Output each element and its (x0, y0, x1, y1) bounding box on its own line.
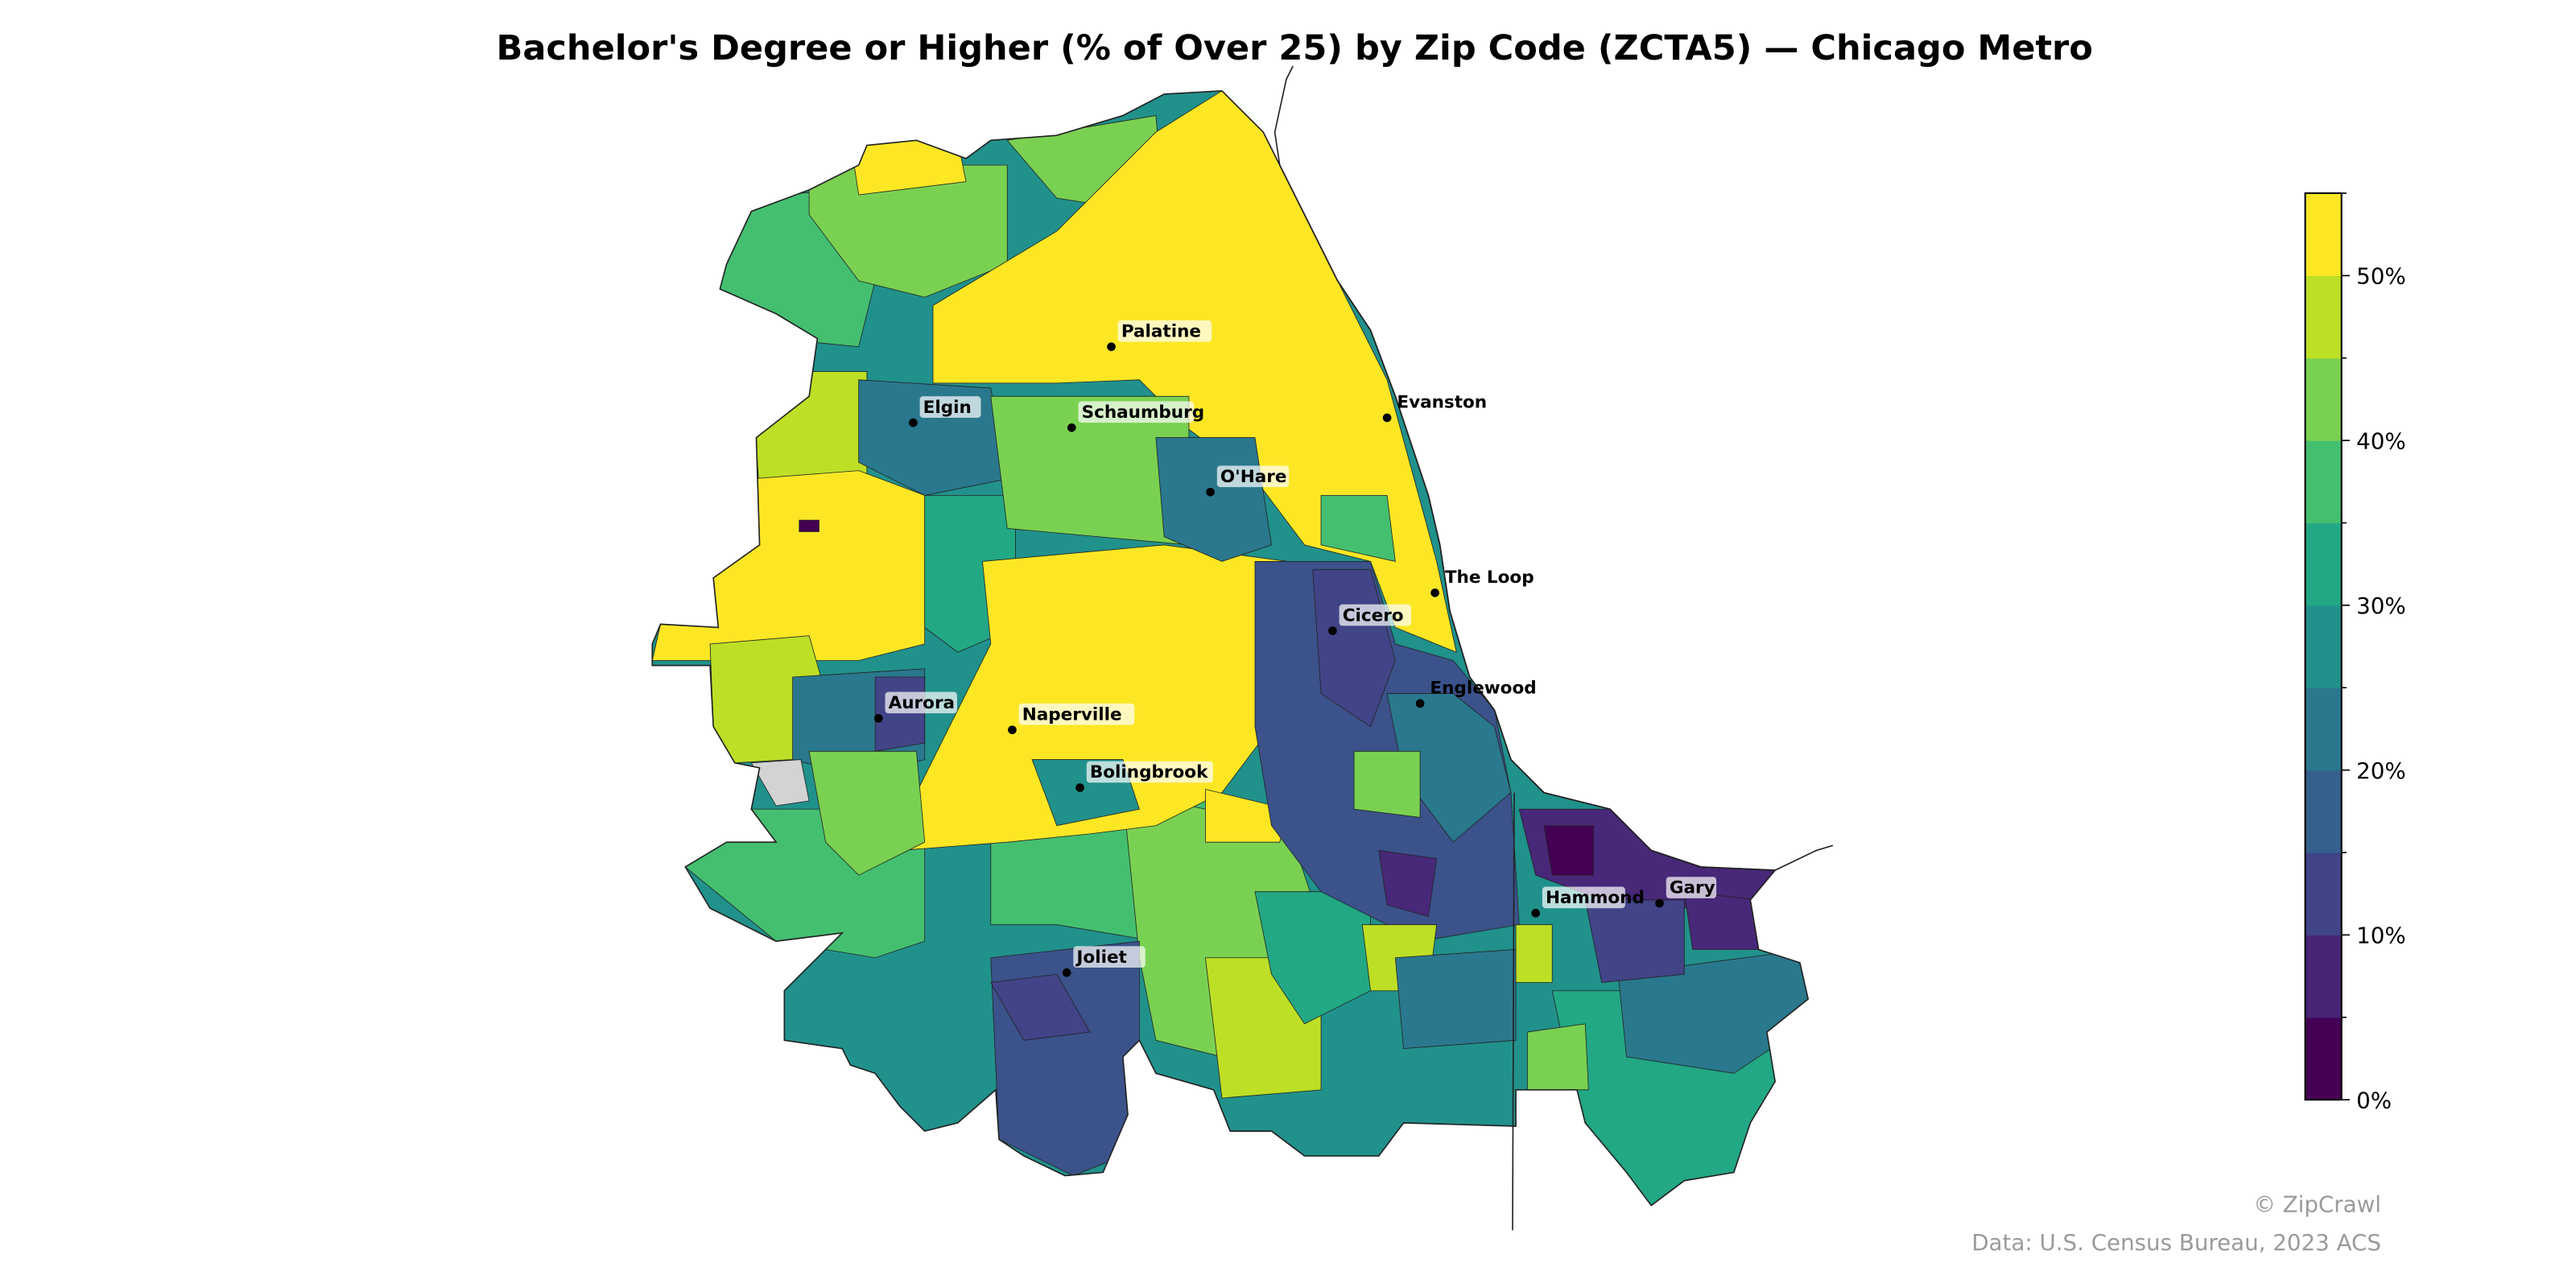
city-dot (1415, 699, 1425, 708)
colorbar-tick-label: 0% (2356, 1087, 2392, 1113)
city-label: O'Hare (1220, 467, 1287, 487)
lake-shoreline (1274, 65, 1834, 871)
colorbar-bin (2305, 522, 2342, 606)
colorbar-frame (2304, 192, 2343, 1101)
city-marker: Palatine (1107, 320, 1212, 352)
city-label: Evanston (1397, 393, 1487, 413)
zip-region[interactable] (652, 470, 926, 661)
city-marker: Bolingbrook (1075, 761, 1213, 792)
zip-region[interactable] (1515, 924, 1553, 983)
zip-region[interactable] (1378, 849, 1438, 917)
city-label: Schaumburg (1082, 402, 1205, 423)
city-dot (1067, 423, 1076, 432)
city-label: Bolingbrook (1090, 762, 1208, 782)
city-label: Aurora (889, 693, 956, 713)
city-label: Naperville (1022, 704, 1122, 724)
city-dot (1075, 783, 1084, 792)
zip-region[interactable] (1584, 899, 1685, 983)
city-marker: Gary (1655, 877, 1717, 908)
city-dot (1430, 588, 1439, 597)
copyright-text: © ZipCrawl (2253, 1191, 2381, 1218)
colorbar-bin (2305, 193, 2342, 276)
city-label: The Loop (1445, 568, 1534, 588)
zip-region[interactable] (808, 164, 1008, 298)
city-label-bg (1666, 877, 1717, 898)
zip-region[interactable] (1394, 949, 1517, 1050)
colorbar-bin (2305, 852, 2342, 936)
colorbar-bin (2305, 605, 2342, 688)
city-label-bg (1078, 401, 1195, 423)
city-label-bg (1018, 703, 1135, 725)
city-dot (1328, 626, 1337, 635)
city-marker: O'Hare (1206, 465, 1290, 497)
colorbar-tick-label: 40% (2356, 427, 2406, 454)
zip-region[interactable] (1543, 825, 1594, 876)
city-label-bg (919, 396, 981, 418)
colorbar-bin (2305, 770, 2342, 853)
colorbar-tick-label: 30% (2356, 592, 2406, 619)
city-dot (1531, 909, 1541, 918)
city-label: Gary (1670, 878, 1715, 898)
city-dot (909, 418, 918, 427)
city-marker: Hammond (1531, 886, 1645, 918)
city-label: Hammond (1546, 888, 1645, 908)
colorbar-bin (2305, 687, 2342, 771)
city-label-bg (885, 691, 957, 714)
city-label: Joliet (1075, 947, 1126, 968)
colorbar: 0% 10% 20% 30% 40% 50% (2304, 192, 2406, 1113)
colorbar-tick-label: 20% (2356, 758, 2406, 784)
zip-region[interactable] (990, 973, 1091, 1041)
city-dot (1382, 413, 1392, 423)
city-label: Cicero (1343, 605, 1404, 625)
city-label-bg (1117, 320, 1212, 342)
city-marker: Englewood (1415, 679, 1537, 708)
colorbar-tick-label: 50% (2356, 263, 2406, 290)
state-line (1512, 792, 1515, 1231)
colorbar-bin (2305, 357, 2342, 441)
zip-region[interactable] (808, 750, 926, 876)
zip-region[interactable] (1683, 891, 1760, 950)
zip-region[interactable] (799, 519, 819, 532)
city-dot (1206, 487, 1215, 497)
city-marker: Naperville (1008, 703, 1135, 734)
colorbar-bin (2305, 275, 2342, 359)
city-label-bg (1073, 946, 1146, 968)
city-label: Palatine (1121, 321, 1201, 341)
city-marker: Cicero (1328, 604, 1412, 635)
map-title: Bachelor's Degree or Higher (% of Over 2… (497, 28, 2093, 68)
city-dot (1062, 968, 1071, 977)
city-dot (873, 713, 883, 723)
colorbar-bin (2305, 440, 2342, 524)
city-label-bg (1086, 761, 1213, 783)
city-dot (1655, 898, 1664, 908)
city-dot (1107, 342, 1116, 352)
city-marker: Elgin (909, 396, 981, 427)
zip-regions (652, 90, 1809, 1206)
city-marker: Aurora (873, 691, 957, 723)
zip-region[interactable] (1320, 494, 1396, 562)
zip-region[interactable] (1205, 788, 1289, 843)
colorbar-bin (2305, 1017, 2342, 1100)
zip-region[interactable] (874, 676, 926, 752)
zip-region[interactable] (1527, 1023, 1589, 1091)
city-label-bg (1542, 886, 1625, 909)
zip-region[interactable] (1353, 750, 1421, 818)
city-marker: The Loop (1430, 568, 1534, 597)
city-markers: Palatine Elgin Schaumburg Evanston O'Hare The… (873, 320, 1717, 977)
city-marker: Evanston (1382, 393, 1487, 423)
city-marker: Schaumburg (1067, 401, 1205, 432)
city-label-bg (1216, 465, 1290, 488)
city-label: Elgin (923, 398, 972, 418)
city-dot (1008, 725, 1017, 734)
zip-region-missing[interactable] (750, 759, 810, 807)
colorbar-bin (2305, 935, 2342, 1018)
source-text: Data: U.S. Census Bureau, 2023 ACS (1971, 1229, 2381, 1256)
city-label: Englewood (1430, 679, 1536, 699)
city-label-bg (1339, 604, 1412, 626)
city-marker: Joliet (1062, 946, 1146, 977)
colorbar-tick-label: 10% (2356, 923, 2406, 949)
